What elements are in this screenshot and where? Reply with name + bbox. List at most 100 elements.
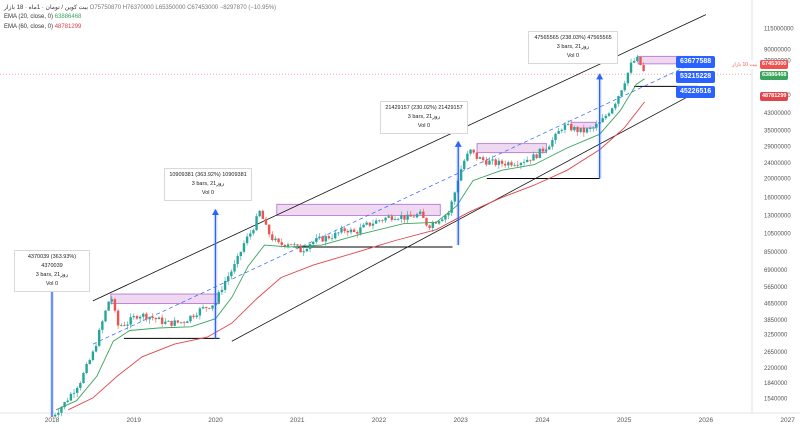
candle-body [220,289,224,293]
candle-body [607,113,611,116]
candle-body [227,276,230,281]
candle-body [170,320,173,326]
candle-body [604,115,608,119]
candle-body [116,310,120,326]
resistance-zone [110,293,220,305]
price-tag-lower[interactable]: 45226516 [676,86,716,98]
candle-body [642,64,645,71]
candle-body [321,236,324,242]
candle-body [566,124,570,125]
candle-body [110,299,113,302]
callout-volume: Vol 0 [201,190,215,196]
candle-body [289,244,293,246]
candle-body [154,317,158,320]
candle-body [450,201,453,213]
candle-body [551,140,554,147]
candle-body [463,160,466,170]
candle-body [205,307,208,309]
candle-body [623,83,626,91]
y-tick-label: 20000000 [764,176,791,182]
price-tag-middle[interactable]: 53215228 [676,71,716,83]
y-tick-label: 3250000 [764,332,788,338]
legend-ema20-row[interactable]: EMA (20, close, 0) 63886468 [4,14,81,20]
candle-body [145,313,148,320]
y-tick-label: 3850000 [764,318,788,324]
candle-body [211,305,214,309]
candle-body [343,228,346,231]
candle-body [409,214,412,217]
candle-body [299,245,302,253]
time-axis[interactable]: 2018 2019 2020 2021 2022 2023 2024 2025 2026 2027 [45,417,795,424]
candle-body [302,251,305,253]
measure-callout-2[interactable]: 10909381 (363.92%) 10909381 3 bars, 21ﺭﻭ… [164,168,252,201]
candle-body [387,216,390,218]
candle-body [396,218,400,220]
candle-body [610,108,614,114]
candle-body [182,322,186,324]
candle-body [236,256,239,265]
candle-body [267,224,271,235]
candle-body [614,103,617,109]
candle-body [626,72,630,84]
y-tick-label: 1540000 [764,396,788,402]
candle-body [72,392,76,394]
candle-body [201,307,205,309]
candle-body [346,230,350,233]
x-tick-label: 2019 [127,417,142,424]
candle-body [79,383,82,388]
callout-volume: Vol 0 [566,53,580,59]
symbol-title: ﺑﯿﺖ ﮐﻮﯾﻦ / ﺗﻮﻣﺎن · 1ﻣﺎه · 18 ﺑﺎﺯﺍﺭ [4,5,88,11]
candle-body [595,123,598,128]
candle-body [192,315,195,318]
candle-body [491,159,494,161]
candle-body [525,159,529,163]
candle-body [576,127,579,132]
legend-ema60-row[interactable]: EMA (60, close, 0) 48781299 [4,24,81,30]
candle-body [217,292,220,303]
y-tick-label: 43000000 [764,111,791,117]
ema20-value: 63886468 [54,14,82,20]
y-tick-label: 10500000 [764,232,791,238]
measure-arrows [48,73,604,417]
callout-volume: Vol 0 [45,281,59,287]
candle-body [352,229,356,233]
callout-change: 21429157 (230.02%) 21429157 [385,105,463,111]
candle-body [406,214,409,220]
candle-body [173,320,176,326]
candle-body [98,329,101,346]
candle-body [88,360,91,364]
candle-body [368,222,372,226]
callout-bars: 3 bars, 21ﺭﻭﺯ [191,181,225,187]
candle-body [588,128,592,129]
candle-body [242,243,246,252]
candle-body [53,414,57,417]
candle-body [324,236,327,242]
candle-body [176,320,180,323]
x-tick-label: 2018 [45,417,60,424]
candle-body [522,162,526,163]
measure-callout-3[interactable]: 21429157 (230.02%) 21429157 3 bars, 21ﺭﻭ… [380,101,468,134]
y-tick-label: 16000000 [764,196,791,202]
candle-body [63,402,66,408]
candle-body [453,192,457,202]
candle-body [428,225,431,228]
callout-change: 47565565 (238.03%) 47565565 [534,35,612,41]
candle-body [488,160,491,165]
price-tag-upper[interactable]: 63677588 [676,56,716,68]
candle-body [255,216,258,231]
candle-body [135,316,139,319]
candle-body [579,128,582,132]
measure-callout-1[interactable]: 4370039 (363.93%) 4370039 3 bars, 21ﺭﻭﺯ … [14,250,90,292]
candle-body [538,148,541,159]
candle-body [636,56,639,61]
y-tick-label: 29000000 [764,145,791,151]
ema20-line [55,78,645,411]
candle-body [239,251,243,257]
candle-body [500,160,504,164]
candle-body [437,221,441,224]
candle-body [573,127,576,131]
measure-callout-4[interactable]: 47565565 (238.03%) 47565565 3 bars, 21ﺭﻭ… [528,31,618,64]
